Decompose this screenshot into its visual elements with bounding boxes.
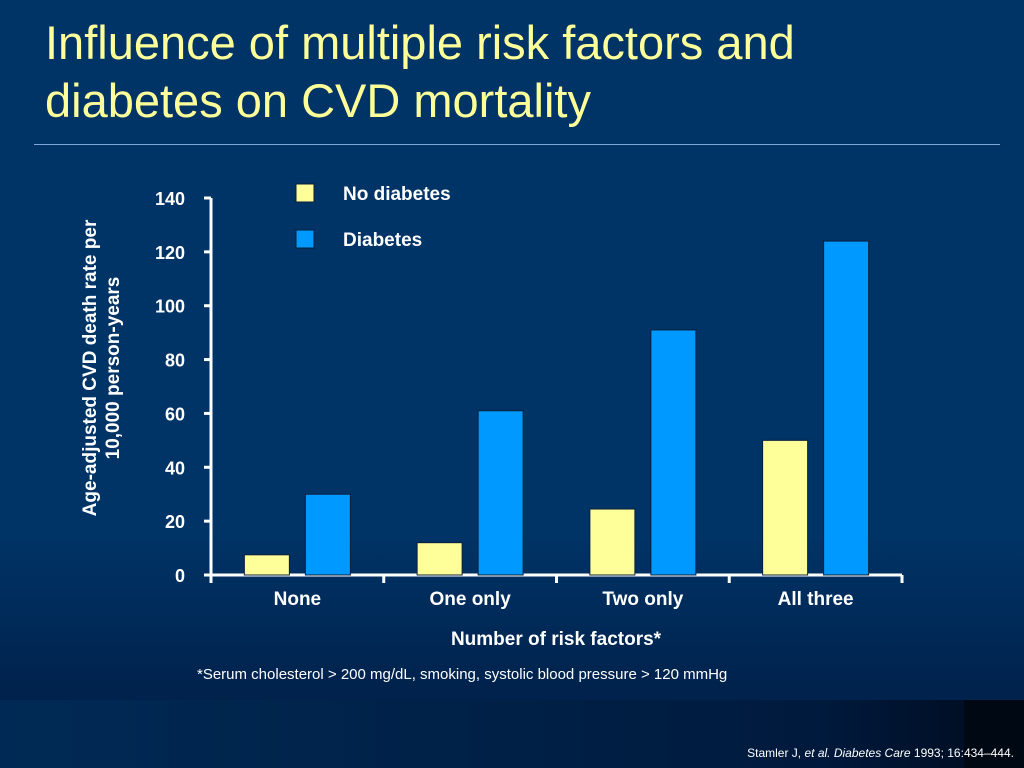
citation-journal: Diabetes Care <box>833 746 911 760</box>
bar-no-diabetes-2 <box>589 508 636 576</box>
bottom-band <box>0 700 1024 768</box>
y-tick-label: 20 <box>165 512 185 532</box>
bar-no-diabetes-0 <box>243 554 290 576</box>
x-tick-label: Two only <box>602 589 683 610</box>
slide-title: Influence of multiple risk factors and d… <box>45 16 795 127</box>
bar-diabetes-1 <box>477 410 524 576</box>
x-axis-title: Number of risk factors* <box>451 629 662 650</box>
legend-label-no-diabetes: No diabetes <box>343 184 451 205</box>
bar-diabetes-0 <box>304 493 351 576</box>
title-divider <box>34 144 1000 145</box>
citation-etal: et al. <box>804 746 831 760</box>
bar-no-diabetes-1 <box>416 542 463 576</box>
y-tick-label: 100 <box>155 297 185 317</box>
footnote: *Serum cholesterol > 200 mg/dL, smoking,… <box>197 666 728 683</box>
y-axis-title-line-2: 10,000 person-years <box>103 277 124 460</box>
x-tick-label: All three <box>778 589 854 610</box>
x-tick-label: None <box>274 589 322 610</box>
legend-swatch-diabetes <box>295 229 315 249</box>
citation: Stamler J, et al. Diabetes Care 1993; 16… <box>747 746 1014 760</box>
y-tick-label: 40 <box>165 458 185 478</box>
bar-diabetes-3 <box>823 240 870 576</box>
y-tick-label: 140 <box>155 189 185 209</box>
y-tick-label: 0 <box>175 566 185 586</box>
x-tick-label: One only <box>429 589 511 610</box>
bar-diabetes-2 <box>650 329 697 576</box>
bar-no-diabetes-3 <box>762 439 809 576</box>
bar-chart: Age-adjusted CVD death rate per 10,000 p… <box>80 183 870 650</box>
legend-swatch-no-diabetes <box>295 183 315 203</box>
y-tick-label: 60 <box>165 404 185 424</box>
citation-authors: Stamler J, <box>747 746 805 760</box>
legend-label-diabetes: Diabetes <box>343 230 422 251</box>
y-tick-label: 80 <box>165 351 185 371</box>
citation-details: 1993; 16:434–444. <box>910 746 1014 760</box>
corner-block <box>964 700 1024 768</box>
y-tick-label: 120 <box>155 243 185 263</box>
y-axis-title-line-1: Age-adjusted CVD death rate per <box>80 219 101 516</box>
